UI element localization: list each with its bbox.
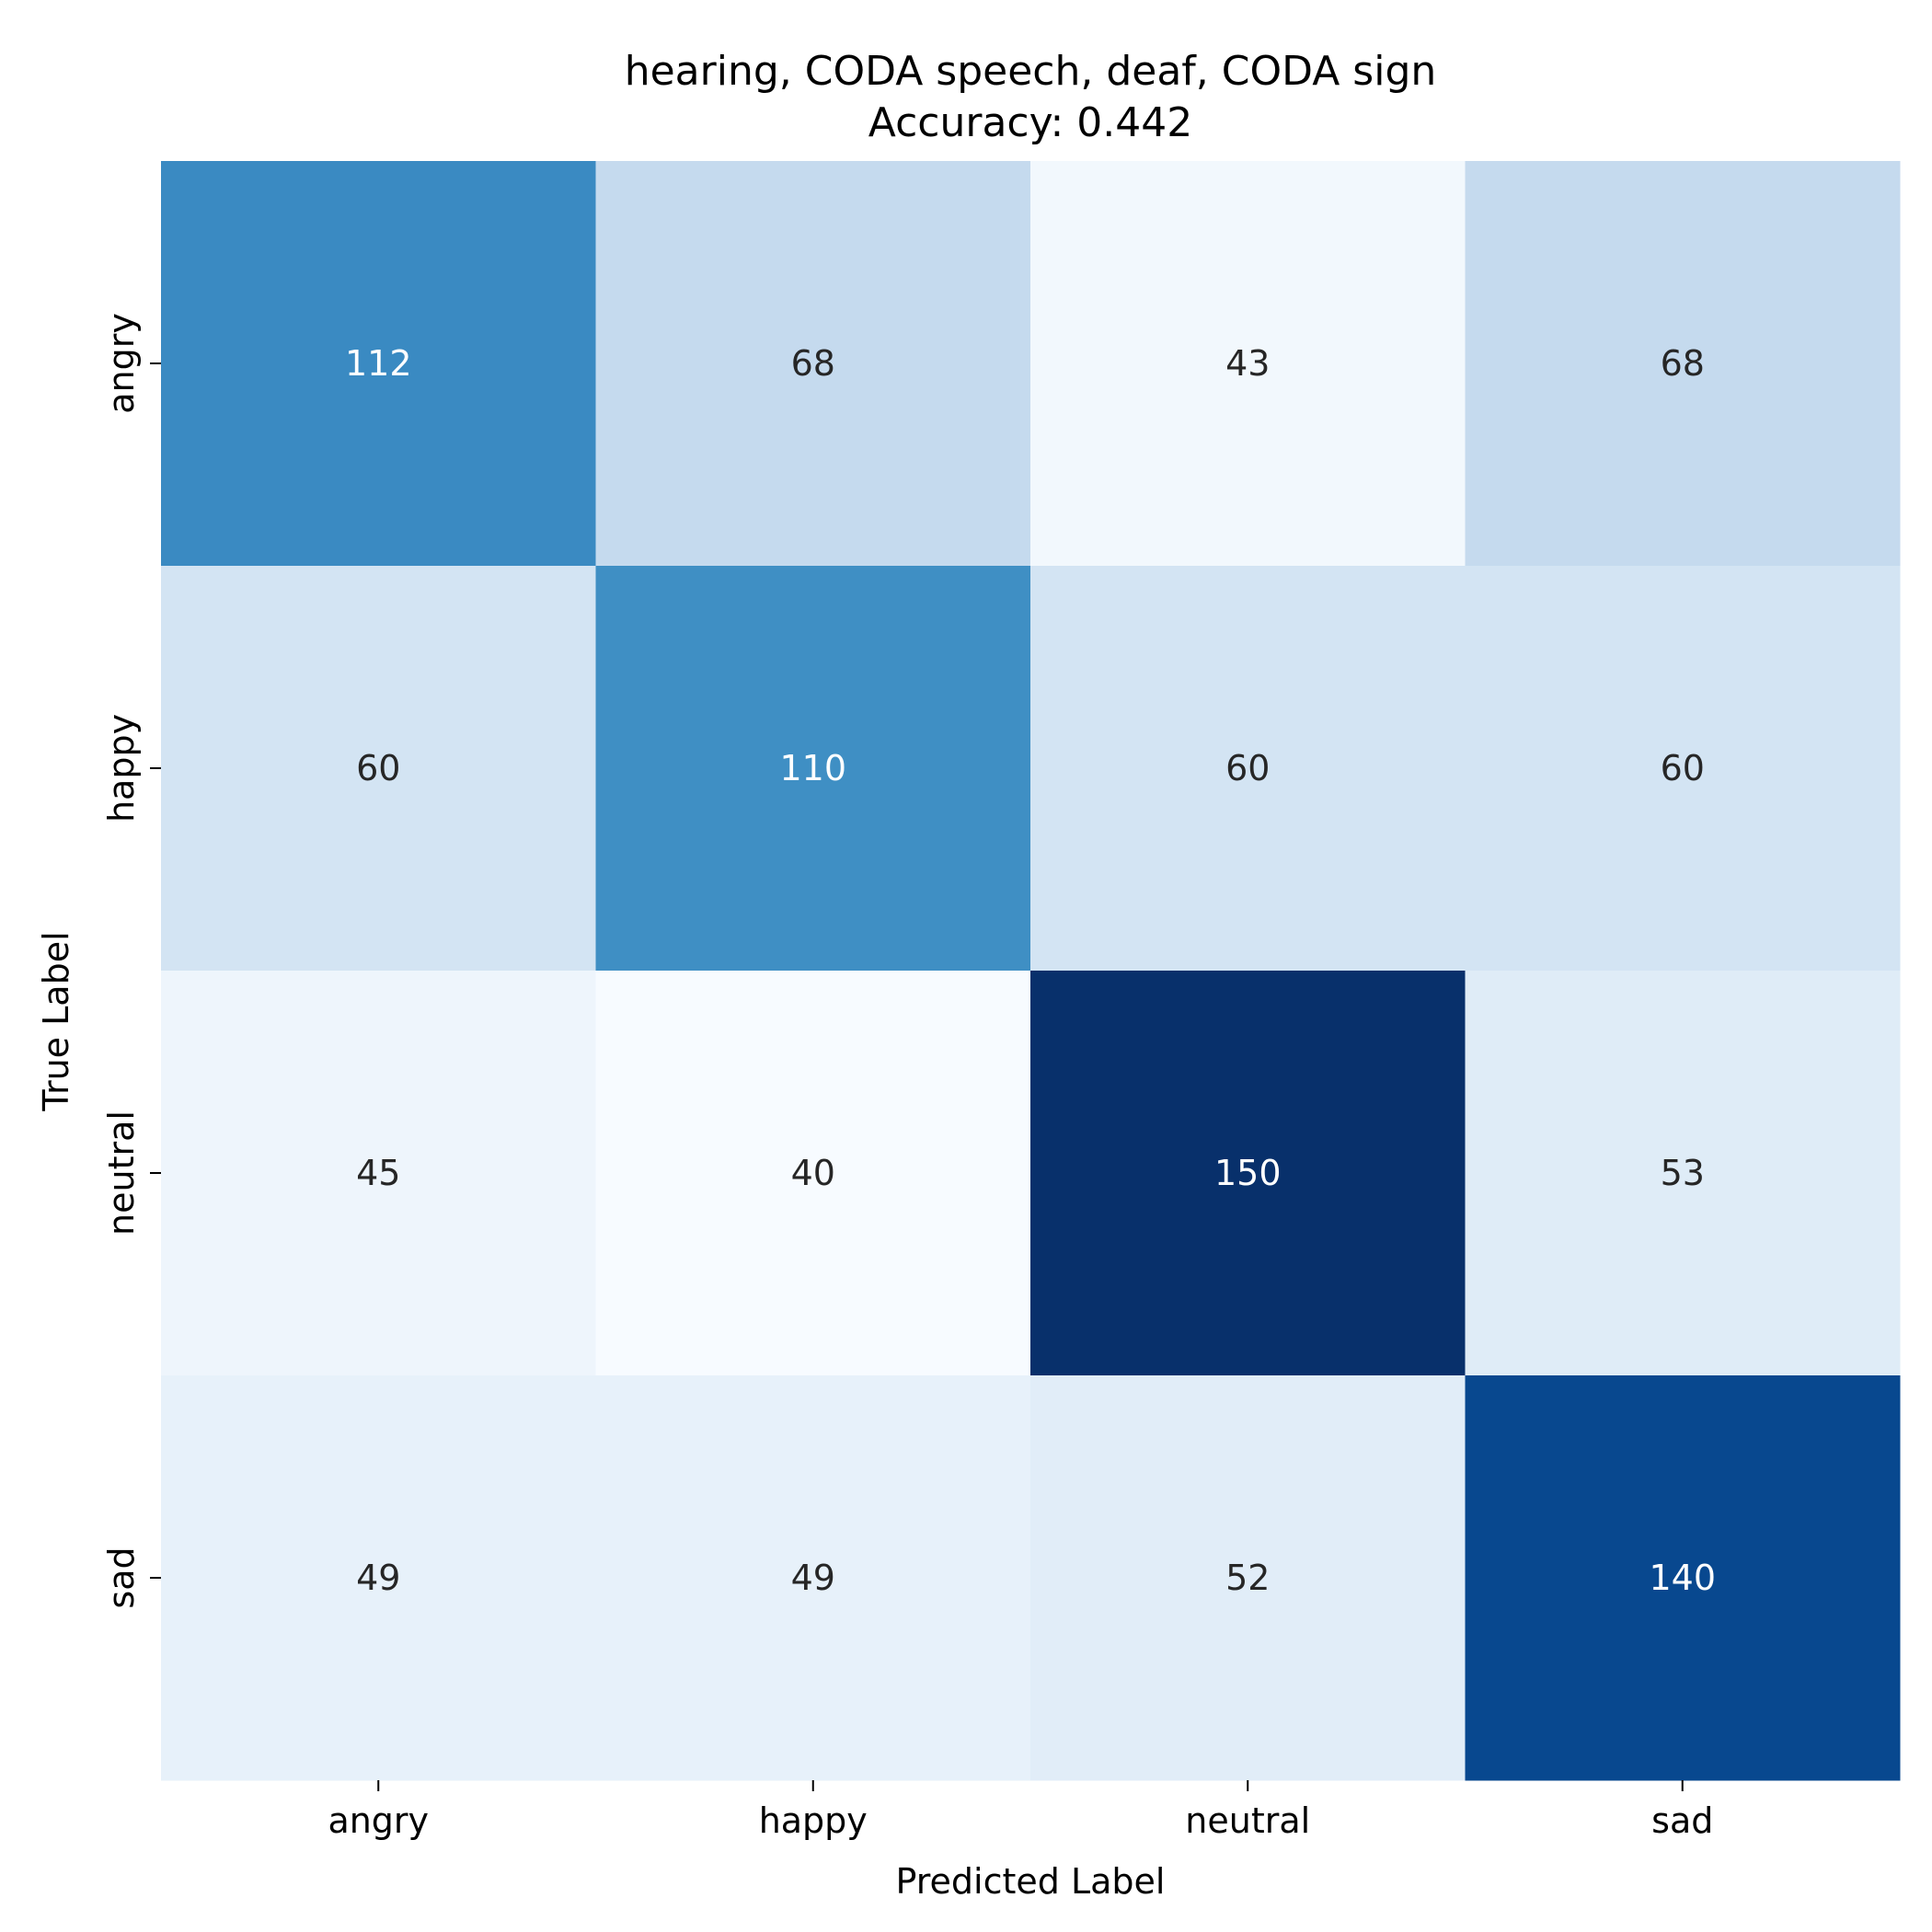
- y-axis-ticks: angry happy neutral sad: [101, 313, 161, 1609]
- heatmap-cell: [1465, 971, 1901, 1376]
- heatmap-cell: [161, 566, 596, 972]
- cell-value-label: 40: [791, 1153, 835, 1193]
- cell-value-label: 43: [1225, 343, 1270, 384]
- cell-value-label: 140: [1649, 1558, 1716, 1598]
- heatmap-cell: [595, 566, 1031, 972]
- y-axis-label: True Label: [36, 931, 76, 1111]
- heatmap-cell: [595, 1375, 1031, 1781]
- heatmap-cell-labels: 112 68 43 68 60 110 60 60 45 40 150 53 49 49 52 140: [345, 343, 1716, 1598]
- heatmap-cell: [161, 1375, 596, 1781]
- cell-value-label: 112: [345, 343, 412, 384]
- y-tick-label: angry: [101, 313, 142, 414]
- x-tick-label: angry: [328, 1800, 429, 1841]
- heatmap-cell: [161, 161, 596, 567]
- x-tick-label: happy: [759, 1800, 868, 1841]
- cell-value-label: 150: [1214, 1153, 1282, 1193]
- cell-value-label: 49: [791, 1558, 835, 1598]
- chart-title: hearing, CODA speech, deaf, CODA sign: [625, 48, 1437, 95]
- cell-value-label: 60: [1225, 748, 1270, 788]
- chart-subtitle: Accuracy: 0.442: [868, 99, 1192, 146]
- cell-value-label: 45: [356, 1153, 400, 1193]
- y-tick-label: sad: [101, 1547, 142, 1608]
- cell-value-label: 60: [1661, 748, 1705, 788]
- heatmap-cell: [595, 971, 1031, 1376]
- heatmap-cell: [1030, 161, 1466, 567]
- heatmap-cell: [595, 161, 1031, 567]
- cell-value-label: 49: [356, 1558, 400, 1598]
- cell-value-label: 60: [356, 748, 400, 788]
- heatmap-cells: [161, 161, 1901, 1781]
- x-tick-label: neutral: [1185, 1800, 1310, 1841]
- x-tick-label: sad: [1651, 1800, 1713, 1841]
- heatmap-cell: [1465, 566, 1901, 972]
- cell-value-label: 68: [791, 343, 835, 384]
- heatmap-cell: [161, 971, 596, 1376]
- cell-value-label: 110: [779, 748, 846, 788]
- heatmap-cell: [1465, 161, 1901, 567]
- y-tick-label: happy: [101, 714, 142, 822]
- x-axis-label: Predicted Label: [896, 1861, 1166, 1902]
- cell-value-label: 68: [1661, 343, 1705, 384]
- heatmap-cell: [1030, 1375, 1466, 1781]
- cell-value-label: 52: [1225, 1558, 1270, 1598]
- y-tick-label: neutral: [101, 1110, 142, 1236]
- heatmap-cell: [1465, 1375, 1901, 1781]
- cell-value-label: 53: [1661, 1153, 1705, 1193]
- heatmap-cell: [1030, 566, 1466, 972]
- heatmap-cell: [1030, 971, 1466, 1376]
- x-axis-ticks: angry happy neutral sad: [328, 1780, 1713, 1841]
